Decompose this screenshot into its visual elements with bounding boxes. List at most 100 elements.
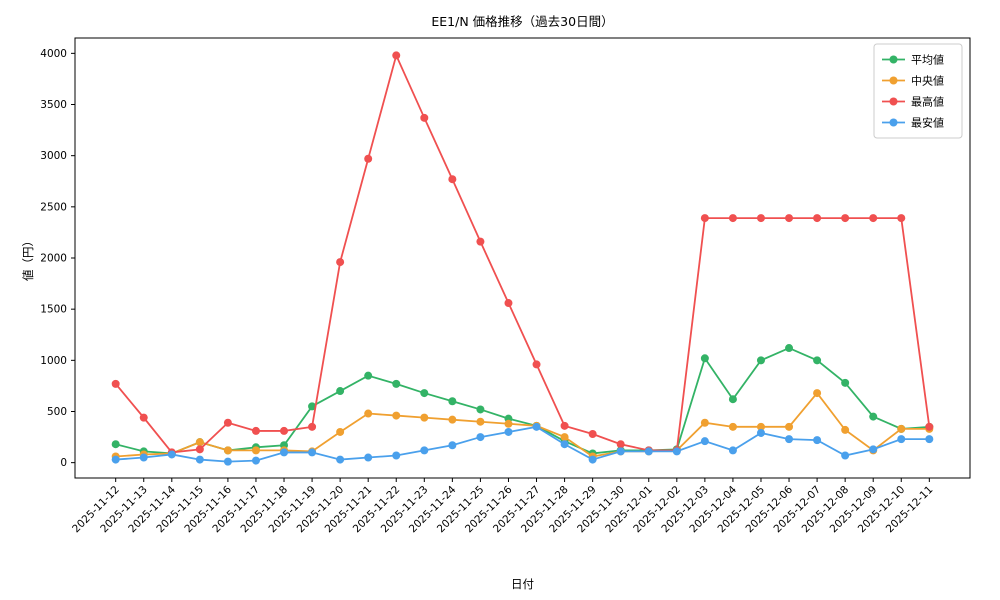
data-point — [869, 445, 878, 454]
data-point — [476, 237, 485, 246]
data-point — [308, 448, 317, 457]
data-point — [167, 450, 176, 459]
data-point — [139, 453, 148, 462]
data-point — [672, 447, 681, 456]
y-axis-label: 値（円） — [21, 235, 35, 281]
y-tick-label: 1000 — [40, 355, 67, 367]
data-point — [841, 378, 850, 387]
data-point — [195, 455, 204, 464]
data-point — [756, 428, 765, 437]
data-point — [223, 457, 232, 466]
data-point — [223, 446, 232, 455]
data-point — [532, 360, 541, 369]
data-point — [364, 371, 373, 380]
data-point — [420, 389, 429, 398]
data-point — [448, 175, 457, 184]
data-point — [392, 411, 401, 420]
data-point — [728, 446, 737, 455]
data-point — [869, 412, 878, 421]
data-point — [392, 379, 401, 388]
data-point — [756, 422, 765, 431]
legend-label: 中央値 — [911, 74, 944, 87]
y-tick-label: 3500 — [40, 99, 67, 111]
data-point — [251, 456, 260, 465]
data-point — [756, 356, 765, 365]
data-point — [588, 455, 597, 464]
series-line-3 — [115, 425, 930, 463]
data-point — [700, 437, 709, 446]
legend-box — [873, 43, 963, 139]
data-point — [364, 154, 373, 163]
data-point — [111, 455, 120, 464]
y-tick-label: 2000 — [40, 253, 67, 265]
data-point — [532, 422, 541, 431]
data-point — [364, 453, 373, 462]
data-point — [336, 258, 345, 267]
data-point — [139, 413, 148, 422]
data-point — [841, 425, 850, 434]
data-point — [504, 299, 513, 308]
legend-label: 平均値 — [911, 53, 944, 66]
data-point — [476, 433, 485, 442]
data-point — [280, 426, 289, 435]
data-point — [925, 435, 934, 444]
y-tick-label: 3000 — [40, 150, 67, 162]
data-point — [111, 440, 120, 449]
legend-label: 最高値 — [911, 94, 944, 108]
series-line-0 — [115, 347, 930, 455]
data-point — [504, 419, 513, 428]
data-point — [336, 387, 345, 396]
series-line-1 — [115, 391, 930, 458]
data-point — [813, 356, 822, 365]
data-point — [392, 51, 401, 60]
data-point — [476, 405, 485, 414]
data-point — [308, 422, 317, 431]
data-point — [813, 436, 822, 445]
legend-marker-dot — [889, 97, 898, 106]
data-point — [700, 214, 709, 223]
data-point — [308, 402, 317, 411]
data-point — [111, 379, 120, 388]
data-point — [813, 214, 822, 223]
data-point — [448, 441, 457, 450]
y-tick-label: 0 — [60, 457, 67, 469]
data-point — [420, 113, 429, 122]
legend-marker-dot — [889, 55, 898, 64]
data-point — [420, 446, 429, 455]
data-point — [560, 421, 569, 430]
data-point — [448, 415, 457, 424]
legend-marker-dot — [889, 118, 898, 127]
data-point — [897, 214, 906, 223]
data-point — [897, 435, 906, 444]
data-point — [700, 354, 709, 363]
data-point — [700, 418, 709, 427]
data-point — [476, 417, 485, 426]
x-axis-label: 日付 — [511, 577, 534, 591]
data-point — [785, 344, 794, 353]
data-point — [504, 427, 513, 436]
data-point — [785, 422, 794, 431]
plot-area — [74, 37, 971, 479]
data-point — [756, 214, 765, 223]
data-point — [195, 438, 204, 447]
data-point — [616, 440, 625, 449]
data-point — [560, 440, 569, 449]
data-point — [336, 427, 345, 436]
y-tick-label: 500 — [47, 406, 67, 418]
data-point — [560, 433, 569, 442]
data-point — [728, 395, 737, 404]
series-line-2 — [114, 52, 931, 454]
legend-label: 最安値 — [911, 115, 944, 129]
data-point — [785, 214, 794, 223]
y-tick-label: 4000 — [40, 48, 67, 60]
legend-marker-dot — [889, 76, 898, 85]
data-point — [364, 409, 373, 418]
data-point — [869, 214, 878, 223]
data-point — [616, 447, 625, 456]
data-point — [448, 397, 457, 406]
y-tick-label: 1500 — [40, 304, 67, 316]
data-point — [813, 389, 822, 398]
data-point — [841, 451, 850, 460]
